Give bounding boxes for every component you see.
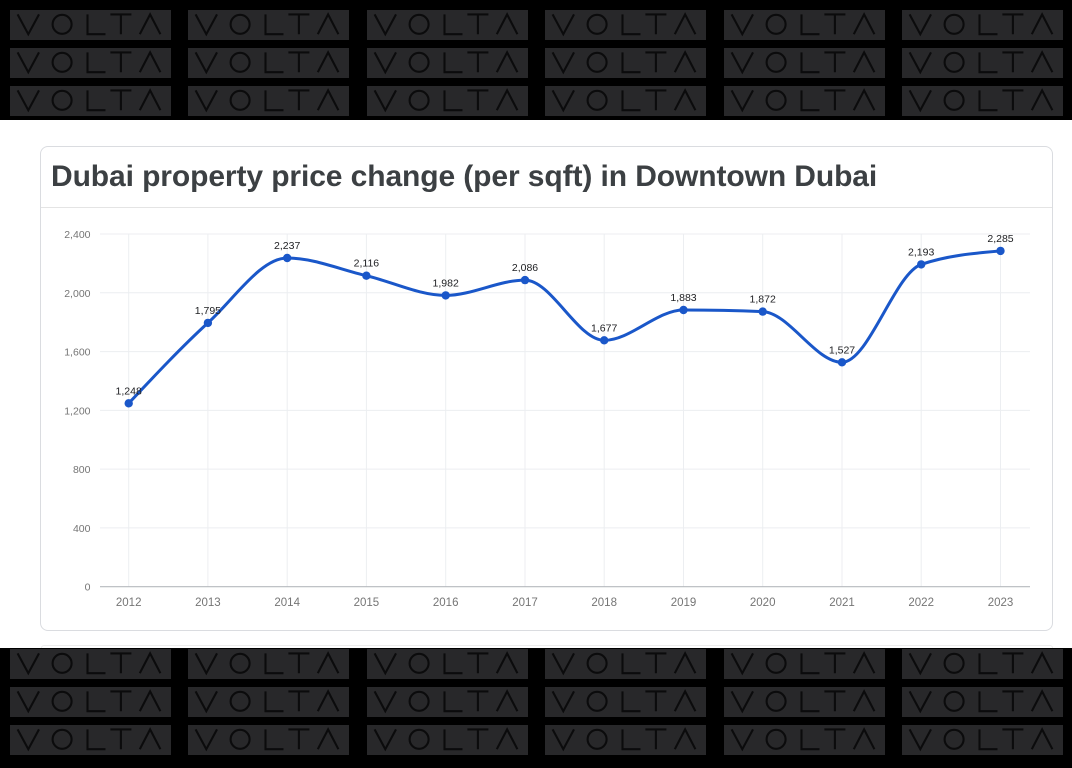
svg-text:1,600: 1,600 [64, 347, 90, 359]
svg-text:1,527: 1,527 [829, 344, 855, 356]
svg-text:2,086: 2,086 [512, 262, 538, 274]
svg-text:2020: 2020 [750, 597, 776, 609]
svg-text:2017: 2017 [512, 597, 538, 609]
svg-text:2016: 2016 [433, 597, 459, 609]
svg-text:1,795: 1,795 [195, 305, 221, 317]
svg-text:2,116: 2,116 [354, 258, 380, 270]
svg-text:2022: 2022 [908, 597, 934, 609]
svg-text:1,872: 1,872 [750, 294, 776, 306]
svg-text:2019: 2019 [671, 597, 697, 609]
svg-text:1,677: 1,677 [591, 322, 617, 334]
svg-text:1,982: 1,982 [433, 277, 459, 289]
svg-text:1,883: 1,883 [670, 292, 696, 304]
svg-text:2023: 2023 [988, 597, 1014, 609]
svg-text:2013: 2013 [195, 597, 221, 609]
svg-text:2,400: 2,400 [64, 229, 90, 241]
svg-text:0: 0 [85, 582, 91, 594]
svg-text:2,193: 2,193 [908, 246, 934, 258]
svg-text:2,000: 2,000 [64, 288, 90, 300]
svg-text:2014: 2014 [274, 597, 300, 609]
svg-text:2,285: 2,285 [987, 233, 1013, 245]
svg-text:2,237: 2,237 [274, 240, 300, 252]
svg-text:2018: 2018 [591, 597, 617, 609]
svg-text:2015: 2015 [354, 597, 380, 609]
svg-text:1,200: 1,200 [64, 405, 90, 417]
svg-text:800: 800 [73, 464, 91, 476]
svg-text:2021: 2021 [829, 597, 855, 609]
svg-text:2012: 2012 [116, 597, 142, 609]
svg-text:1,248: 1,248 [116, 385, 142, 397]
svg-text:400: 400 [73, 523, 91, 535]
